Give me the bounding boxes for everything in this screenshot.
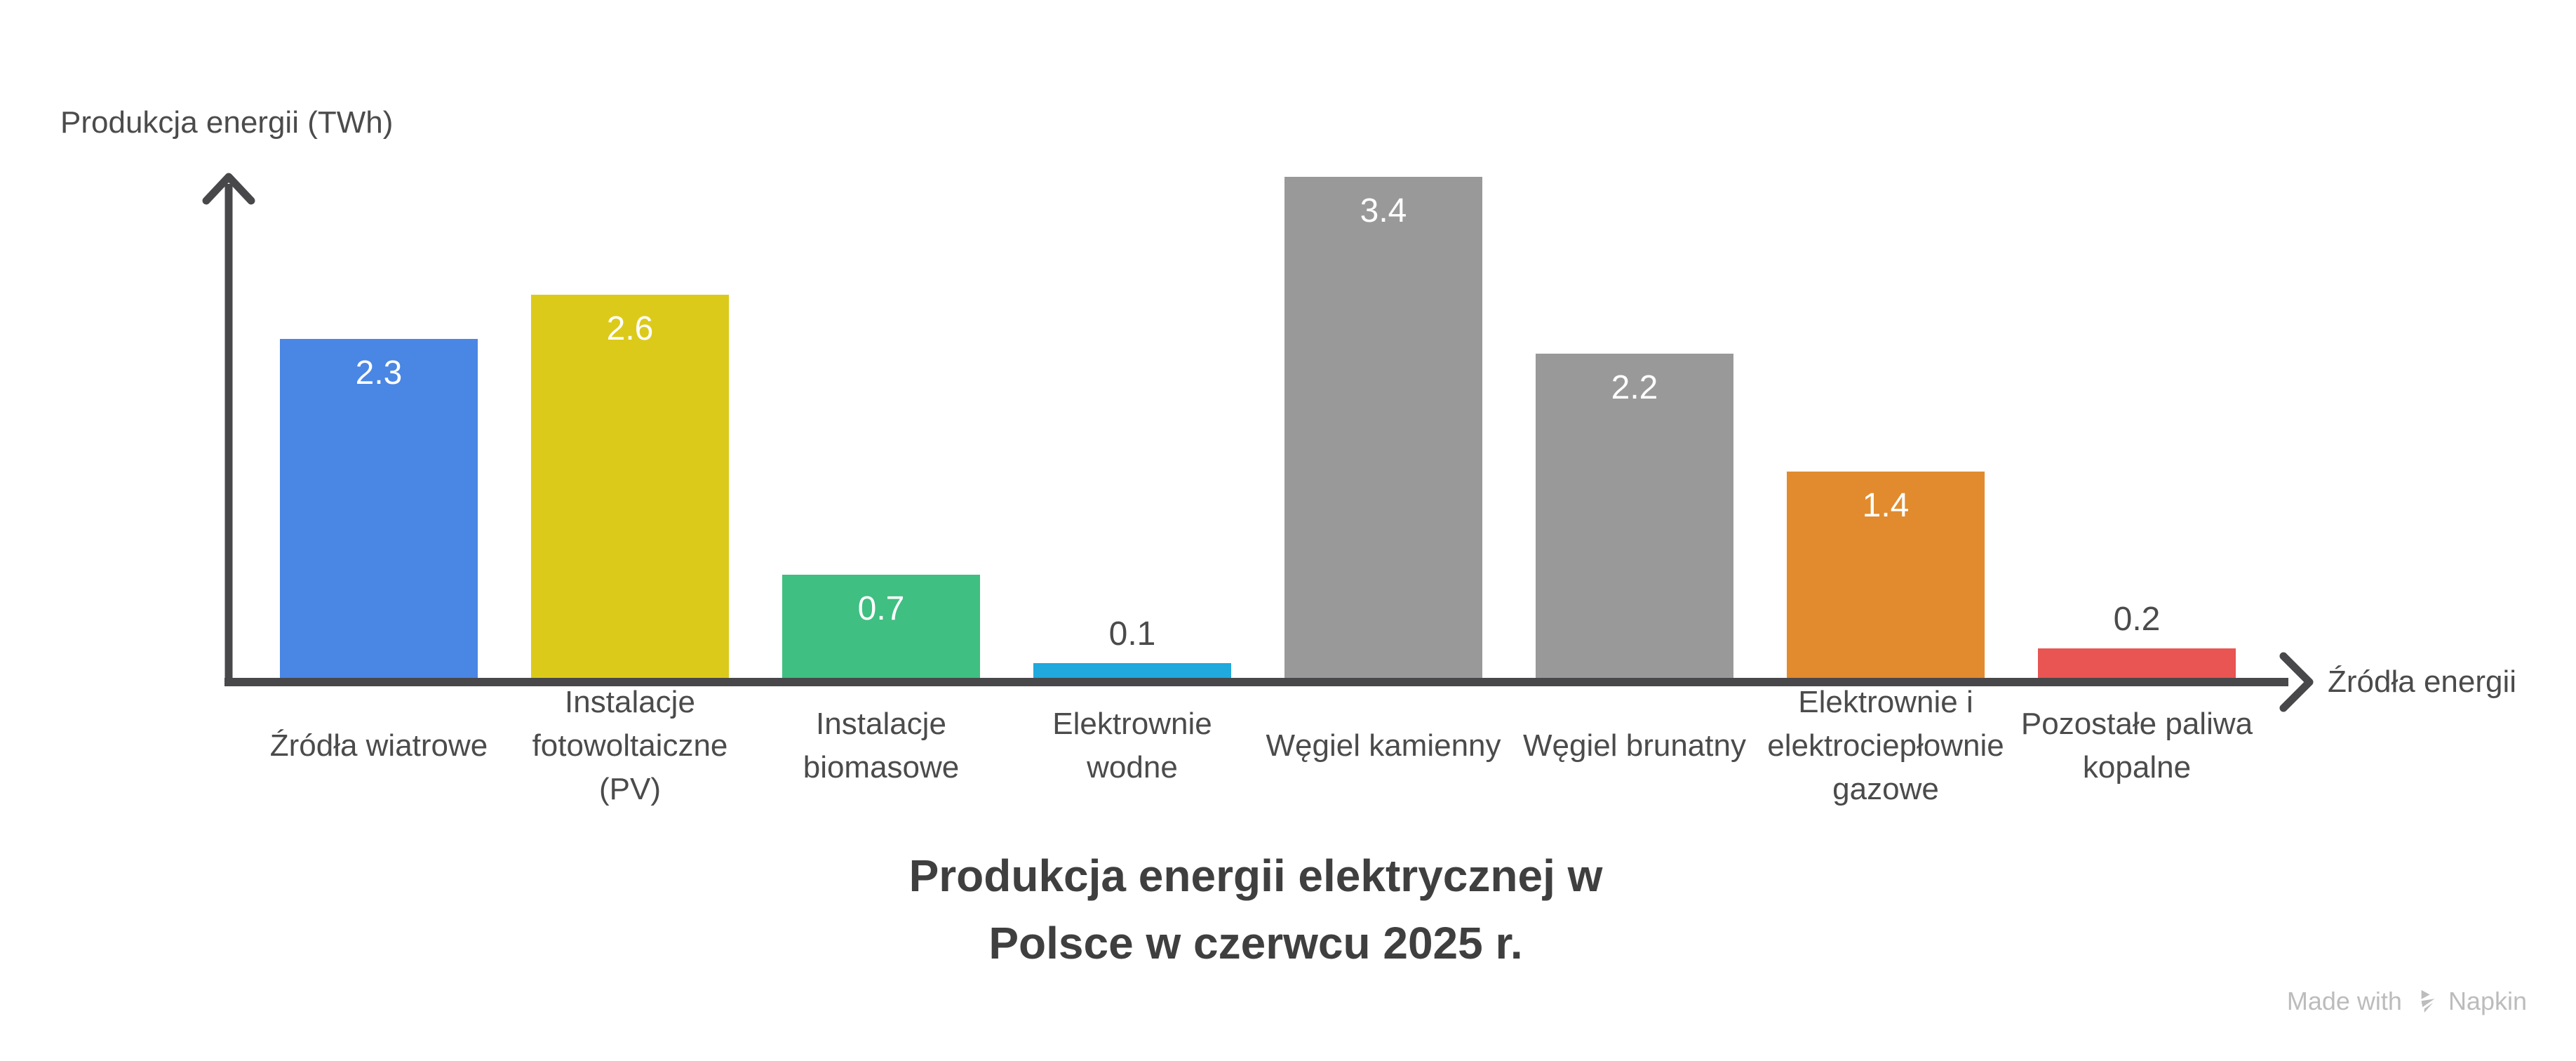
y-axis-arrow-icon [202, 173, 255, 205]
category-label-line: elektrociepłownie [1767, 728, 2004, 763]
category-label-line: Instalacje [565, 685, 695, 719]
category-label-line: kopalne [2082, 750, 2192, 785]
category-label-line: gazowe [1832, 772, 1939, 806]
category-label-line: Węgiel brunatny [1523, 728, 1746, 763]
bar: 2.2 [1536, 354, 1733, 678]
category-label-line: wodne [1087, 750, 1178, 785]
bar: 2.3 [280, 339, 478, 678]
category-label-line: Elektrownie i [1798, 685, 1973, 719]
bar: 3.4 [1284, 177, 1482, 678]
x-axis-title: Źródła energii [2328, 665, 2517, 699]
y-axis-title: Produkcja energii (TWh) [60, 105, 394, 140]
bar-value-label: 0.7 [857, 590, 905, 627]
bar-value-label: 2.2 [1611, 369, 1658, 406]
category-label-line: Elektrownie [1052, 707, 1212, 741]
category-label: Węgiel kamienny [1236, 724, 1531, 768]
category-label: Instalacje biomasowe [734, 702, 1028, 789]
category-label: Elektrownie wodne [985, 702, 1280, 789]
bar: 0.7 [782, 575, 980, 678]
bar [2038, 648, 2236, 678]
category-label: Pozostałe paliwa kopalne [1990, 702, 2284, 789]
bar-value-label: 2.6 [606, 310, 654, 347]
x-axis-arrow-icon [2279, 652, 2314, 712]
category-label-line: fotowoltaiczne [532, 728, 728, 763]
chart-title-line-2: Polsce w czerwcu 2025 r. [988, 918, 1523, 968]
category-label: Elektrownie i elektrociepłownie gazowe [1738, 681, 2033, 811]
chart-title: Produkcja energii elektrycznej w Polsce … [835, 842, 1677, 977]
bar-value-label: 0.2 [2113, 601, 2161, 638]
bar-value-label: 1.4 [1862, 487, 1910, 524]
bar-value-label: 3.4 [1360, 192, 1407, 229]
category-label-line: Węgiel kamienny [1266, 728, 1501, 763]
category-label-line: Instalacje [816, 707, 946, 741]
watermark: Made with Napkin [2287, 985, 2527, 1017]
watermark-prefix: Made with [2286, 987, 2402, 1015]
bar: 1.4 [1787, 472, 1985, 678]
category-label-line: Źródła wiatrowe [269, 728, 488, 763]
bar-value-label: 0.1 [1108, 615, 1156, 653]
bar: 2.6 [531, 295, 729, 678]
bar-value-label: 2.3 [355, 354, 403, 392]
watermark-brand: Napkin [2448, 987, 2527, 1015]
category-label-line: Pozostałe paliwa [2020, 707, 2253, 741]
napkin-logo-icon [2421, 989, 2435, 1013]
category-label: Źródła wiatrowe [232, 724, 526, 768]
chart-title-line-1: Produkcja energii elektrycznej w [908, 850, 1603, 901]
category-label-line: (PV) [599, 772, 661, 806]
category-label: Węgiel brunatny [1487, 724, 1782, 768]
bar [1033, 663, 1231, 678]
category-label: Instalacje fotowoltaiczne (PV) [483, 681, 777, 811]
category-label-line: biomasowe [803, 750, 960, 785]
